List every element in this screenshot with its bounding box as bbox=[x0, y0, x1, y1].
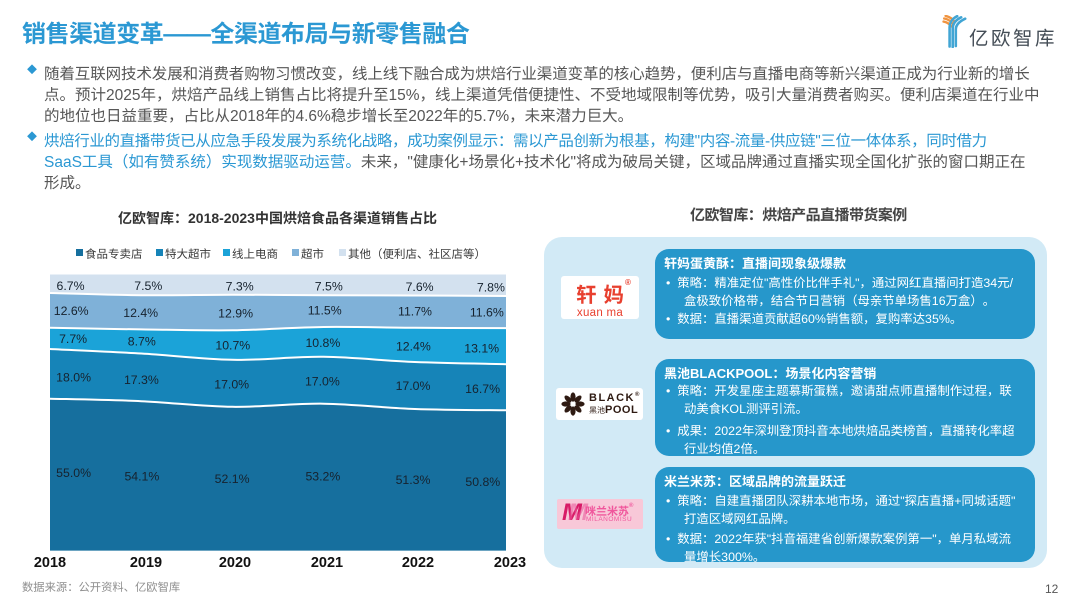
svg-text:17.3%: 17.3% bbox=[124, 373, 159, 387]
svg-text:12.9%: 12.9% bbox=[218, 307, 253, 321]
svg-text:17.0%: 17.0% bbox=[396, 379, 431, 393]
svg-text:11.6%: 11.6% bbox=[470, 306, 504, 320]
svg-text:8.7%: 8.7% bbox=[128, 335, 156, 349]
svg-text:7.5%: 7.5% bbox=[134, 279, 162, 293]
svg-text:51.3%: 51.3% bbox=[396, 473, 431, 487]
svg-text:11.7%: 11.7% bbox=[398, 305, 432, 319]
svg-text:11.5%: 11.5% bbox=[308, 304, 342, 318]
svg-text:16.7%: 16.7% bbox=[465, 382, 500, 396]
svg-text:54.1%: 54.1% bbox=[124, 470, 159, 484]
svg-text:18.0%: 18.0% bbox=[56, 371, 91, 385]
svg-text:52.1%: 52.1% bbox=[215, 472, 250, 486]
svg-text:7.7%: 7.7% bbox=[59, 332, 87, 346]
svg-text:12.6%: 12.6% bbox=[54, 304, 89, 318]
svg-text:7.3%: 7.3% bbox=[226, 280, 254, 294]
svg-text:53.2%: 53.2% bbox=[305, 470, 340, 484]
svg-text:10.8%: 10.8% bbox=[305, 336, 340, 350]
svg-text:12.4%: 12.4% bbox=[123, 306, 158, 320]
svg-text:7.8%: 7.8% bbox=[477, 281, 505, 295]
svg-text:7.5%: 7.5% bbox=[315, 280, 343, 294]
svg-text:55.0%: 55.0% bbox=[56, 466, 91, 480]
svg-text:17.0%: 17.0% bbox=[214, 378, 249, 392]
svg-text:12.4%: 12.4% bbox=[396, 340, 431, 354]
svg-text:10.7%: 10.7% bbox=[215, 339, 250, 353]
svg-text:13.1%: 13.1% bbox=[464, 342, 499, 356]
svg-text:7.6%: 7.6% bbox=[406, 280, 434, 294]
svg-text:6.7%: 6.7% bbox=[56, 279, 84, 293]
svg-text:50.8%: 50.8% bbox=[465, 475, 500, 489]
svg-text:17.0%: 17.0% bbox=[305, 375, 340, 389]
